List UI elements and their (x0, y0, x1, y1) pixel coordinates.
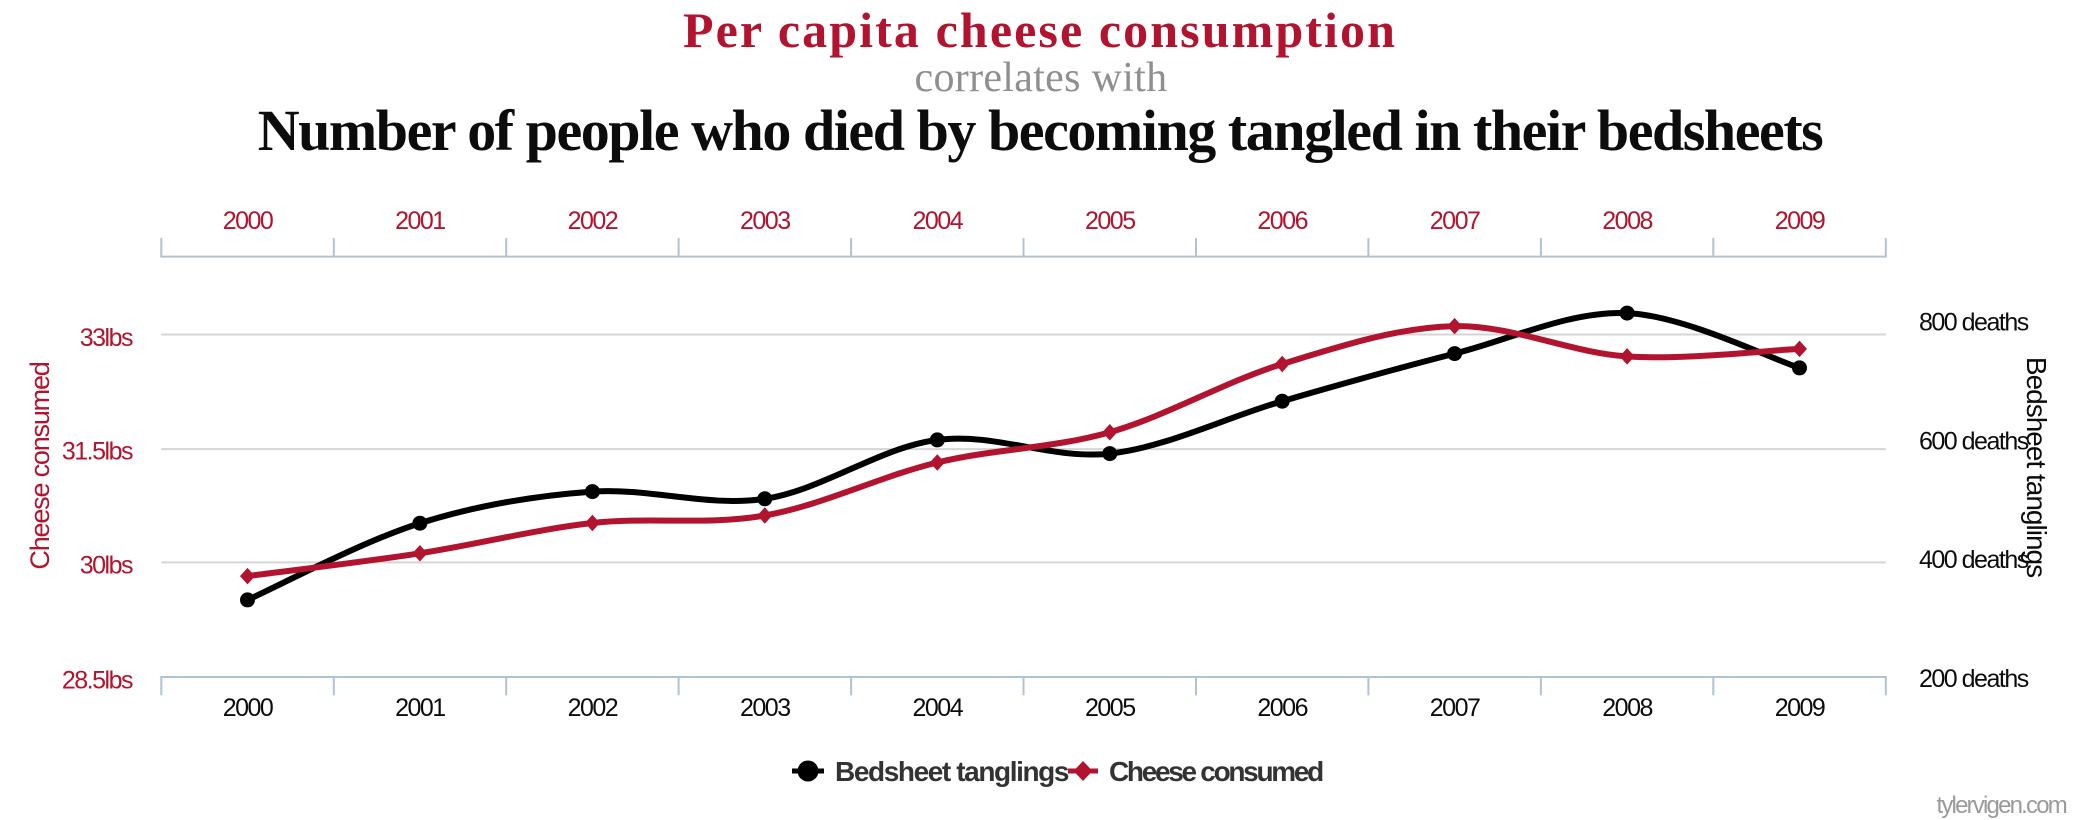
svg-text:2009: 2009 (1775, 694, 1825, 722)
svg-text:2004: 2004 (912, 694, 963, 722)
svg-text:2004: 2004 (912, 207, 963, 235)
svg-text:2000: 2000 (223, 207, 273, 235)
svg-text:400 deaths: 400 deaths (1919, 546, 2029, 574)
svg-text:2003: 2003 (740, 207, 790, 235)
svg-text:2005: 2005 (1085, 207, 1135, 235)
svg-text:2006: 2006 (1257, 207, 1307, 235)
svg-text:2001: 2001 (395, 694, 445, 722)
svg-text:2007: 2007 (1430, 207, 1480, 235)
svg-text:Number of people who died by b: Number of people who died by becoming ta… (258, 98, 1823, 163)
svg-text:2000: 2000 (223, 694, 273, 722)
svg-text:800 deaths: 800 deaths (1919, 309, 2029, 337)
svg-text:2002: 2002 (568, 694, 618, 722)
svg-text:600 deaths: 600 deaths (1919, 427, 2029, 455)
svg-text:2007: 2007 (1430, 694, 1480, 722)
svg-text:28.5lbs: 28.5lbs (62, 666, 133, 694)
svg-text:2006: 2006 (1257, 694, 1307, 722)
svg-text:2001: 2001 (395, 207, 445, 235)
svg-text:Bedsheet tanglings: Bedsheet tanglings (2021, 357, 2052, 577)
svg-text:2008: 2008 (1602, 207, 1652, 235)
svg-text:30lbs: 30lbs (80, 551, 133, 579)
svg-text:2009: 2009 (1775, 207, 1825, 235)
svg-text:2002: 2002 (568, 207, 618, 235)
svg-text:2008: 2008 (1602, 694, 1652, 722)
svg-text:200 deaths: 200 deaths (1919, 665, 2029, 693)
svg-text:correlates with: correlates with (915, 55, 1168, 101)
svg-text:Bedsheet tanglings: Bedsheet tanglings (835, 756, 1069, 787)
svg-text:31.5lbs: 31.5lbs (62, 438, 133, 466)
svg-text:33lbs: 33lbs (80, 324, 133, 352)
svg-text:2003: 2003 (740, 694, 790, 722)
svg-text:tylervigen.com: tylervigen.com (1936, 792, 2066, 819)
svg-text:Per capita cheese consumption: Per capita cheese consumption (683, 2, 1397, 58)
svg-text:Cheese consumed: Cheese consumed (1109, 756, 1323, 787)
svg-text:Cheese consumed: Cheese consumed (25, 362, 55, 569)
svg-text:2005: 2005 (1085, 694, 1135, 722)
